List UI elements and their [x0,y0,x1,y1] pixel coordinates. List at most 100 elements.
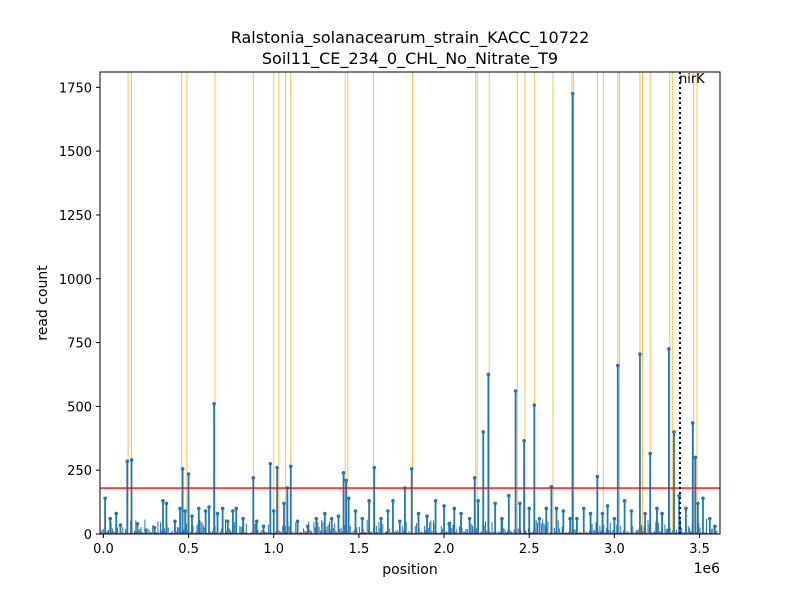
peak-point [108,516,113,521]
peak-point [476,499,480,503]
peak-point [323,511,327,516]
peak-point [467,516,472,521]
peak-point [568,516,572,521]
peak-point [180,467,185,471]
peak-point [282,501,286,506]
peak-point [696,501,700,506]
peak-point [173,519,177,524]
peak-point [118,523,123,527]
chart-subtitle: Soil11_CE_234_0_CHL_No_Nitrate_T9 [262,49,558,69]
peak-point [129,458,134,462]
x-axis-offset-label: 1e6 [694,561,721,577]
peak-point [391,499,395,503]
peak-point [684,506,688,511]
peak-point [207,505,211,509]
peak-point [561,509,566,513]
peak-point [190,514,194,518]
peak-point [527,506,532,511]
x-tick-label: 0.0 [93,542,114,557]
peak-point [648,451,652,456]
peak-point [518,501,522,506]
peak-point [254,519,259,524]
peak-point [506,493,511,498]
peak-point [360,516,365,521]
peak-point [447,521,451,526]
peak-point [135,521,140,526]
peak-point [231,509,235,513]
x-tick-label: 0.5 [178,542,199,557]
y-tick-label: 1250 [59,209,92,224]
peak-point [196,506,201,511]
peak-point [693,455,698,460]
y-tick-label: 0 [84,528,92,543]
peak-point [306,524,310,529]
y-tick-label: 250 [67,464,92,479]
peak-point [220,506,225,511]
peak-point [344,478,348,483]
gene-marker-label: nirK [679,72,705,87]
peak-point [701,496,705,501]
peak-point [433,499,438,503]
peak-point [161,499,165,503]
peak-point [554,506,559,511]
peak-point [103,496,107,501]
peak-point [612,516,617,521]
peak-point [616,363,620,368]
peak-point [575,516,579,521]
peak-point [144,528,148,532]
peak-point [638,352,642,356]
peak-point [459,511,463,516]
x-tick-label: 3.5 [689,542,710,557]
peak-point [125,459,130,464]
peak-point [660,511,664,516]
x-tick-label: 2.0 [434,542,455,557]
plot-frame [99,71,721,535]
peak-point [295,519,300,524]
y-tick-label: 500 [67,400,92,415]
peak-point [367,499,371,503]
peak-point [152,525,157,530]
peak-point [212,402,216,406]
peak-point [513,389,518,393]
peak-point [416,511,421,516]
peak-point [341,470,346,475]
peak-point [522,439,526,443]
peak-point [472,476,477,480]
axes: 0.0 0.5 1.0 1.5 2.0 2.5 3.0 3.5 0 250 500 750 1000 12… [59,71,721,557]
peak-point [164,501,169,506]
peak-point [268,462,273,466]
peak-point [346,496,351,501]
y-tick-label: 1750 [59,81,92,96]
peak-point [672,430,676,434]
chart-title: Ralstonia_solanacearum_strain_KACC_10722 [231,28,590,48]
peak-point [425,514,429,518]
peak-point [713,524,717,529]
y-tick-label: 1500 [59,145,92,160]
peak-point [215,511,220,516]
x-tick-label: 2.5 [519,542,540,557]
peak-point [622,499,627,503]
peak-point [379,516,383,521]
peak-point [409,467,414,471]
overlays: nirK [100,72,720,534]
peak-point [114,511,118,516]
peak-point [690,421,695,425]
peak-point [336,514,341,518]
peak-point [353,509,358,513]
peak-point [643,511,647,516]
x-tick-label: 1.0 [263,542,284,557]
peak-point [605,504,610,508]
peak-point [251,476,256,480]
peak-point [372,465,377,470]
y-tick-label: 750 [67,337,92,352]
x-tick-label: 1.5 [349,542,370,557]
peak-point [442,504,446,508]
peak-point [397,519,402,524]
peak-point [667,347,671,351]
peak-point [288,464,293,469]
peak-point [655,506,659,511]
y-axis-label: read count [35,265,51,341]
peak-point [629,509,634,513]
peak-point [595,474,600,479]
